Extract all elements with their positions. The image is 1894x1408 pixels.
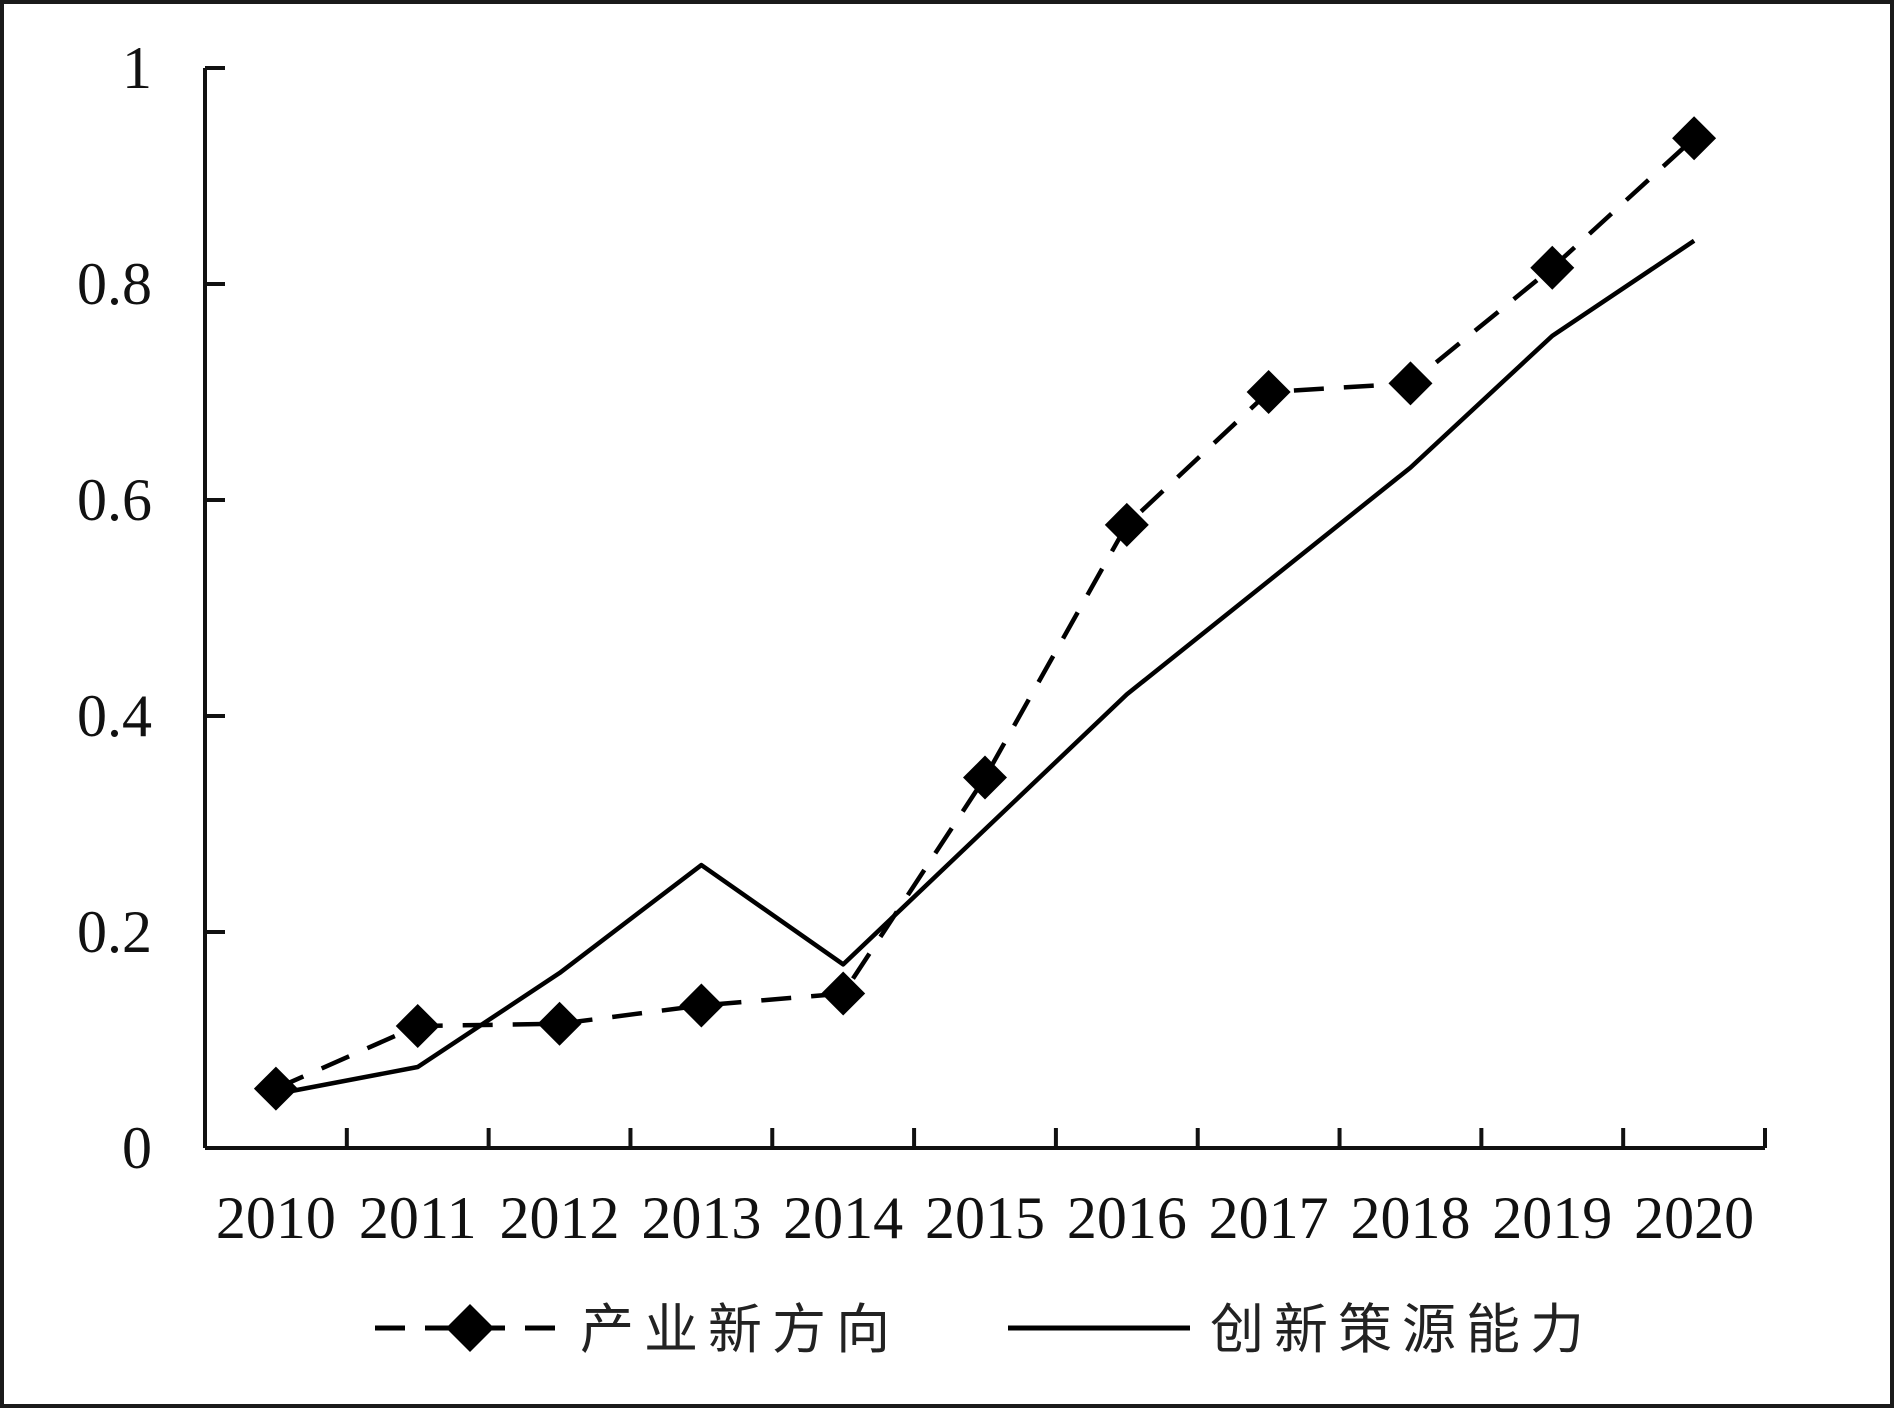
series-0-point (253, 1066, 298, 1111)
x-tick-label: 2018 (1350, 1185, 1470, 1251)
series-line-0 (275, 136, 1696, 1091)
series-line-1 (275, 238, 1696, 1097)
x-axis-ticks: 2010 2011 2012 2013 2014 2015 2016 2017 2018 2019… (216, 1128, 1767, 1251)
series-0-point (963, 755, 1007, 800)
legend-label-0: 产业新方向 (580, 1298, 900, 1361)
axes (203, 68, 1765, 1150)
x-tick-label: 2010 (216, 1185, 336, 1251)
y-tick-label: 0.4 (77, 683, 152, 749)
series-0-point (395, 1003, 440, 1048)
series-0-point (1530, 245, 1575, 290)
y-tick-label: 0.8 (77, 251, 152, 317)
series-0-point (537, 1001, 582, 1046)
legend-marker-0 (446, 1304, 494, 1352)
y-axis-ticks: 0 0.2 0.4 0.6 0.8 1 (77, 35, 225, 1181)
x-tick-label: 2012 (500, 1185, 620, 1251)
series-lines (253, 116, 1717, 1111)
legend-label-1: 创新策源能力 (1210, 1298, 1594, 1361)
x-tick-label: 2013 (641, 1185, 761, 1251)
series-0-point (821, 971, 866, 1016)
y-tick-label: 1 (122, 35, 152, 101)
x-tick-label: 2014 (783, 1185, 903, 1251)
series-0-point (1388, 361, 1433, 406)
series-0-point (1246, 370, 1291, 414)
x-tick-label: 2011 (359, 1185, 477, 1251)
series-0-point (679, 983, 724, 1028)
y-tick-label: 0 (122, 1115, 152, 1181)
legend: 产业新方向 创新策源能力 (375, 1298, 1594, 1361)
x-tick-label: 2020 (1634, 1185, 1754, 1251)
y-tick-label: 0.6 (77, 467, 152, 533)
x-tick-label: 2019 (1492, 1185, 1612, 1251)
x-tick-label: 2015 (925, 1185, 1045, 1251)
x-tick-label: 2017 (1209, 1185, 1329, 1251)
x-tick-label: 2016 (1067, 1185, 1187, 1251)
series-0-point (1104, 502, 1149, 547)
series-0-point (1672, 116, 1717, 161)
y-tick-label: 0.2 (77, 899, 152, 965)
